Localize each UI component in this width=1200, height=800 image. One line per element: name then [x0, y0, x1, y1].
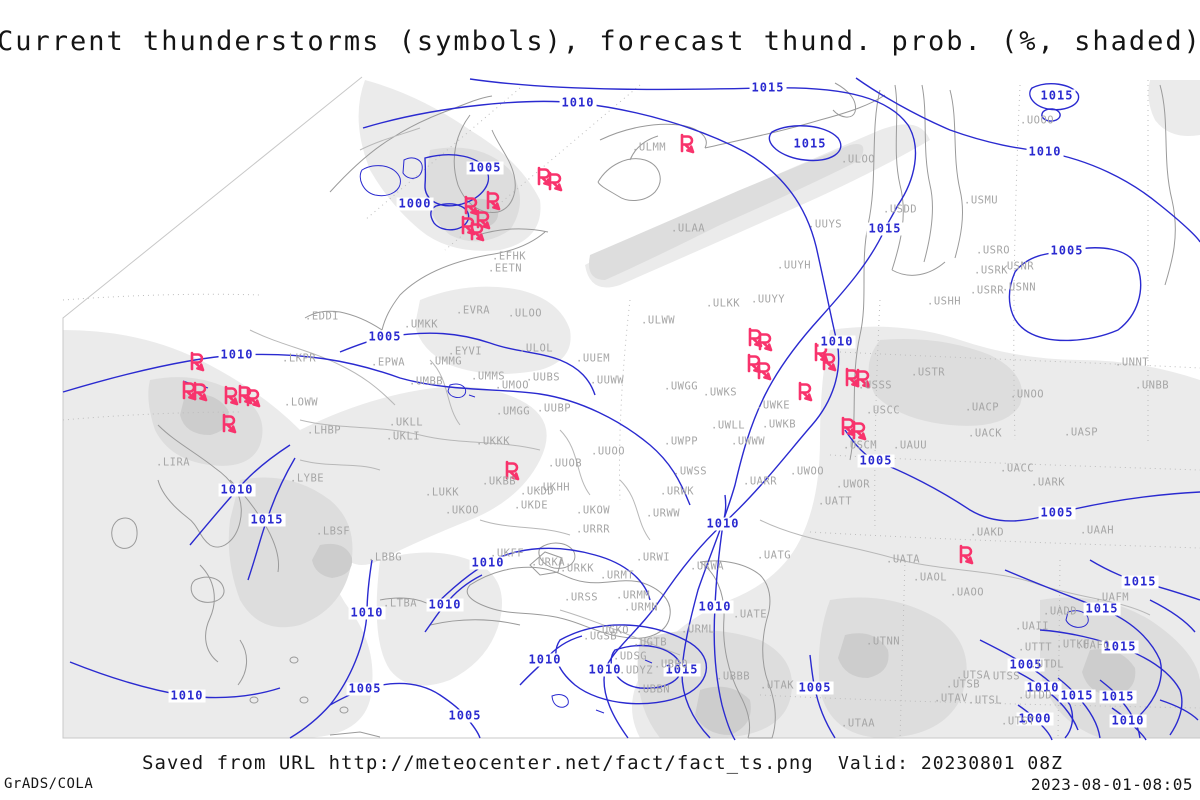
- grads-attribution: GrADS/COLA: [4, 776, 94, 792]
- thunderstorm-symbol: [537, 166, 552, 187]
- map-border: [62, 76, 1200, 739]
- country-border-layer: [249, 127, 1151, 656]
- thunderstorm-symbol: [798, 381, 813, 402]
- render-timestamp: 2023-08-01-08:05: [1030, 775, 1193, 794]
- coastline-layer: [111, 82, 1176, 739]
- thunderstorm-symbol: [680, 133, 695, 154]
- saved-from-url-text: Saved from URL http://meteocenter.net/fa…: [142, 752, 814, 774]
- map-title: Current thunderstorms (symbols), forecas…: [0, 26, 1200, 57]
- thunderstorm-symbol: [758, 331, 773, 352]
- thunderstorm-symbol: [548, 171, 563, 192]
- thunderstorm-symbol: [814, 342, 829, 363]
- valid-time-text: Valid: 20230801 08Z: [838, 753, 1063, 774]
- thunderstorm-symbol: [757, 360, 772, 381]
- graticule-layer: [62, 80, 1200, 741]
